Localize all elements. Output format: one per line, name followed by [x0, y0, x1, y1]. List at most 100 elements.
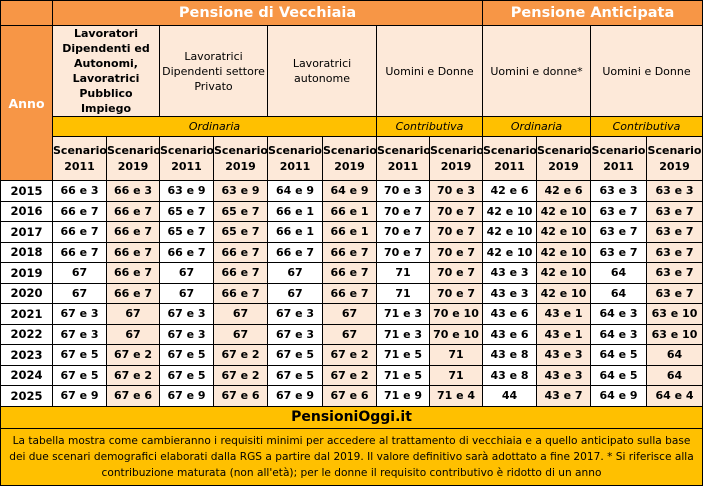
value-cell-2011: 71 e 5 — [376, 344, 430, 366]
brand-footer: PensioniOggi.it — [0, 405, 704, 429]
value-cell-2011: 66 e 7 — [52, 200, 107, 222]
value-cell-2019: 66 e 7 — [213, 282, 268, 304]
value-cell-2019: 70 e 10 — [429, 303, 483, 325]
value-cell-2011: 70 e 3 — [376, 180, 430, 202]
regime-ordinaria-anticipata: Ordinaria — [482, 116, 591, 137]
value-cell-2019: 63 e 7 — [645, 262, 704, 284]
value-cell-2019: 42 e 10 — [536, 241, 591, 263]
value-cell-2019: 71 e 4 — [429, 385, 483, 407]
value-cell-2019: 66 e 1 — [322, 221, 377, 243]
value-cell-2011: 67 — [159, 262, 214, 284]
value-cell-2011: 67 e 9 — [52, 385, 107, 407]
value-cell-2019: 67 — [322, 323, 377, 345]
year-cell: 2018 — [0, 241, 53, 263]
value-cell-2019: 67 e 2 — [322, 344, 377, 366]
year-cell: 2019 — [0, 262, 53, 284]
value-cell-2019: 42 e 6 — [536, 180, 591, 202]
table-body: 2015 66 e 3 66 e 3 63 e 9 63 e 9 64 e 9 64 e 9… — [0, 180, 704, 407]
value-cell-2019: 42 e 10 — [536, 221, 591, 243]
value-cell-2019: 67 e 6 — [213, 385, 268, 407]
value-cell-2011: 63 e 7 — [590, 200, 647, 222]
year-cell: 2022 — [0, 323, 53, 345]
value-cell-2011: 67 e 5 — [52, 364, 107, 386]
value-cell-2019: 63 e 7 — [645, 282, 704, 304]
value-cell-2011: 66 e 1 — [267, 200, 323, 222]
group-header-lavoratrici-settore-privato: Lavoratrici Dipendenti settore Privato — [159, 25, 268, 117]
value-cell-2011: 43 e 3 — [482, 282, 537, 304]
value-cell-2019: 70 e 7 — [429, 282, 483, 304]
value-cell-2019: 66 e 3 — [106, 180, 160, 202]
year-cell: 2017 — [0, 221, 53, 243]
value-cell-2019: 66 e 1 — [322, 200, 377, 222]
table-row: 2018 66 e 7 66 e 7 66 e 7 66 e 7 66 e 7 66 e 7… — [0, 241, 704, 263]
corner-cell — [0, 0, 53, 26]
value-cell-2011: 64 e 5 — [590, 364, 647, 386]
value-cell-2011: 65 e 7 — [159, 200, 214, 222]
value-cell-2011: 67 e 5 — [52, 344, 107, 366]
value-cell-2019: 66 e 7 — [106, 282, 160, 304]
value-cell-2019: 66 e 7 — [322, 282, 377, 304]
value-cell-2019: 42 e 10 — [536, 200, 591, 222]
value-cell-2011: 64 e 9 — [590, 385, 647, 407]
scenario-2011-header: Scenario 2011 — [482, 136, 537, 181]
value-cell-2019: 70 e 3 — [429, 180, 483, 202]
year-cell: 2020 — [0, 282, 53, 304]
value-cell-2011: 63 e 7 — [590, 241, 647, 263]
table-row: 2021 67 e 3 67 67 e 3 67 67 e 3 67 71 e 3 70 e 1… — [0, 303, 704, 325]
value-cell-2019: 67 e 2 — [213, 364, 268, 386]
value-cell-2011: 66 e 3 — [52, 180, 107, 202]
value-cell-2019: 66 e 7 — [106, 262, 160, 284]
value-cell-2019: 64 e 9 — [322, 180, 377, 202]
value-cell-2019: 66 e 7 — [213, 262, 268, 284]
value-cell-2011: 63 e 9 — [159, 180, 214, 202]
value-cell-2011: 70 e 7 — [376, 200, 430, 222]
value-cell-2019: 70 e 7 — [429, 200, 483, 222]
table-row: 2024 67 e 5 67 e 2 67 e 5 67 e 2 67 e 5 67 e 2… — [0, 364, 704, 386]
value-cell-2019: 66 e 7 — [213, 241, 268, 263]
value-cell-2011: 43 e 3 — [482, 262, 537, 284]
value-cell-2011: 71 e 3 — [376, 303, 430, 325]
value-cell-2019: 70 e 7 — [429, 262, 483, 284]
value-cell-2019: 67 e 6 — [106, 385, 160, 407]
value-cell-2011: 66 e 7 — [159, 241, 214, 263]
value-cell-2019: 43 e 7 — [536, 385, 591, 407]
value-cell-2019: 67 — [213, 303, 268, 325]
value-cell-2011: 43 e 6 — [482, 303, 537, 325]
scenario-2011-header: Scenario 2011 — [376, 136, 430, 181]
value-cell-2011: 67 e 3 — [52, 323, 107, 345]
value-cell-2019: 63 e 7 — [645, 221, 704, 243]
table-row: 2016 66 e 7 66 e 7 65 e 7 65 e 7 66 e 1 66 e 1… — [0, 200, 704, 222]
value-cell-2019: 63 e 10 — [645, 303, 704, 325]
group-header-uomini-donne-ordinaria: Uomini e donne* — [482, 25, 591, 117]
regime-contributiva-vecchiaia: Contributiva — [376, 116, 483, 137]
value-cell-2019: 70 e 10 — [429, 323, 483, 345]
scenario-2019-header: Scenario 2019 — [645, 136, 704, 181]
value-cell-2011: 67 e 9 — [159, 385, 214, 407]
value-cell-2019: 43 e 1 — [536, 323, 591, 345]
value-cell-2011: 71 e 3 — [376, 323, 430, 345]
value-cell-2019: 66 e 7 — [322, 262, 377, 284]
scenario-2019-header: Scenario 2019 — [106, 136, 160, 181]
value-cell-2019: 63 e 3 — [645, 180, 704, 202]
value-cell-2011: 42 e 10 — [482, 221, 537, 243]
value-cell-2011: 42 e 6 — [482, 180, 537, 202]
value-cell-2019: 67 e 2 — [213, 344, 268, 366]
value-cell-2019: 71 — [429, 364, 483, 386]
value-cell-2011: 71 — [376, 262, 430, 284]
value-cell-2011: 67 — [52, 282, 107, 304]
value-cell-2019: 64 — [645, 364, 704, 386]
value-cell-2019: 67 e 2 — [322, 364, 377, 386]
value-cell-2011: 63 e 7 — [590, 221, 647, 243]
value-cell-2019: 66 e 7 — [106, 200, 160, 222]
value-cell-2019: 65 e 7 — [213, 221, 268, 243]
value-cell-2011: 67 e 5 — [267, 364, 323, 386]
value-cell-2019: 63 e 10 — [645, 323, 704, 345]
year-cell: 2021 — [0, 303, 53, 325]
group-header-uomini-donne-contributiva: Uomini e Donne — [589, 25, 704, 117]
value-cell-2011: 64 e 3 — [590, 303, 647, 325]
scenario-2011-header: Scenario 2011 — [267, 136, 323, 181]
value-cell-2019: 67 e 2 — [106, 364, 160, 386]
value-cell-2019: 67 — [106, 303, 160, 325]
pensione-anticipata-header: Pensione Anticipata — [481, 0, 704, 26]
